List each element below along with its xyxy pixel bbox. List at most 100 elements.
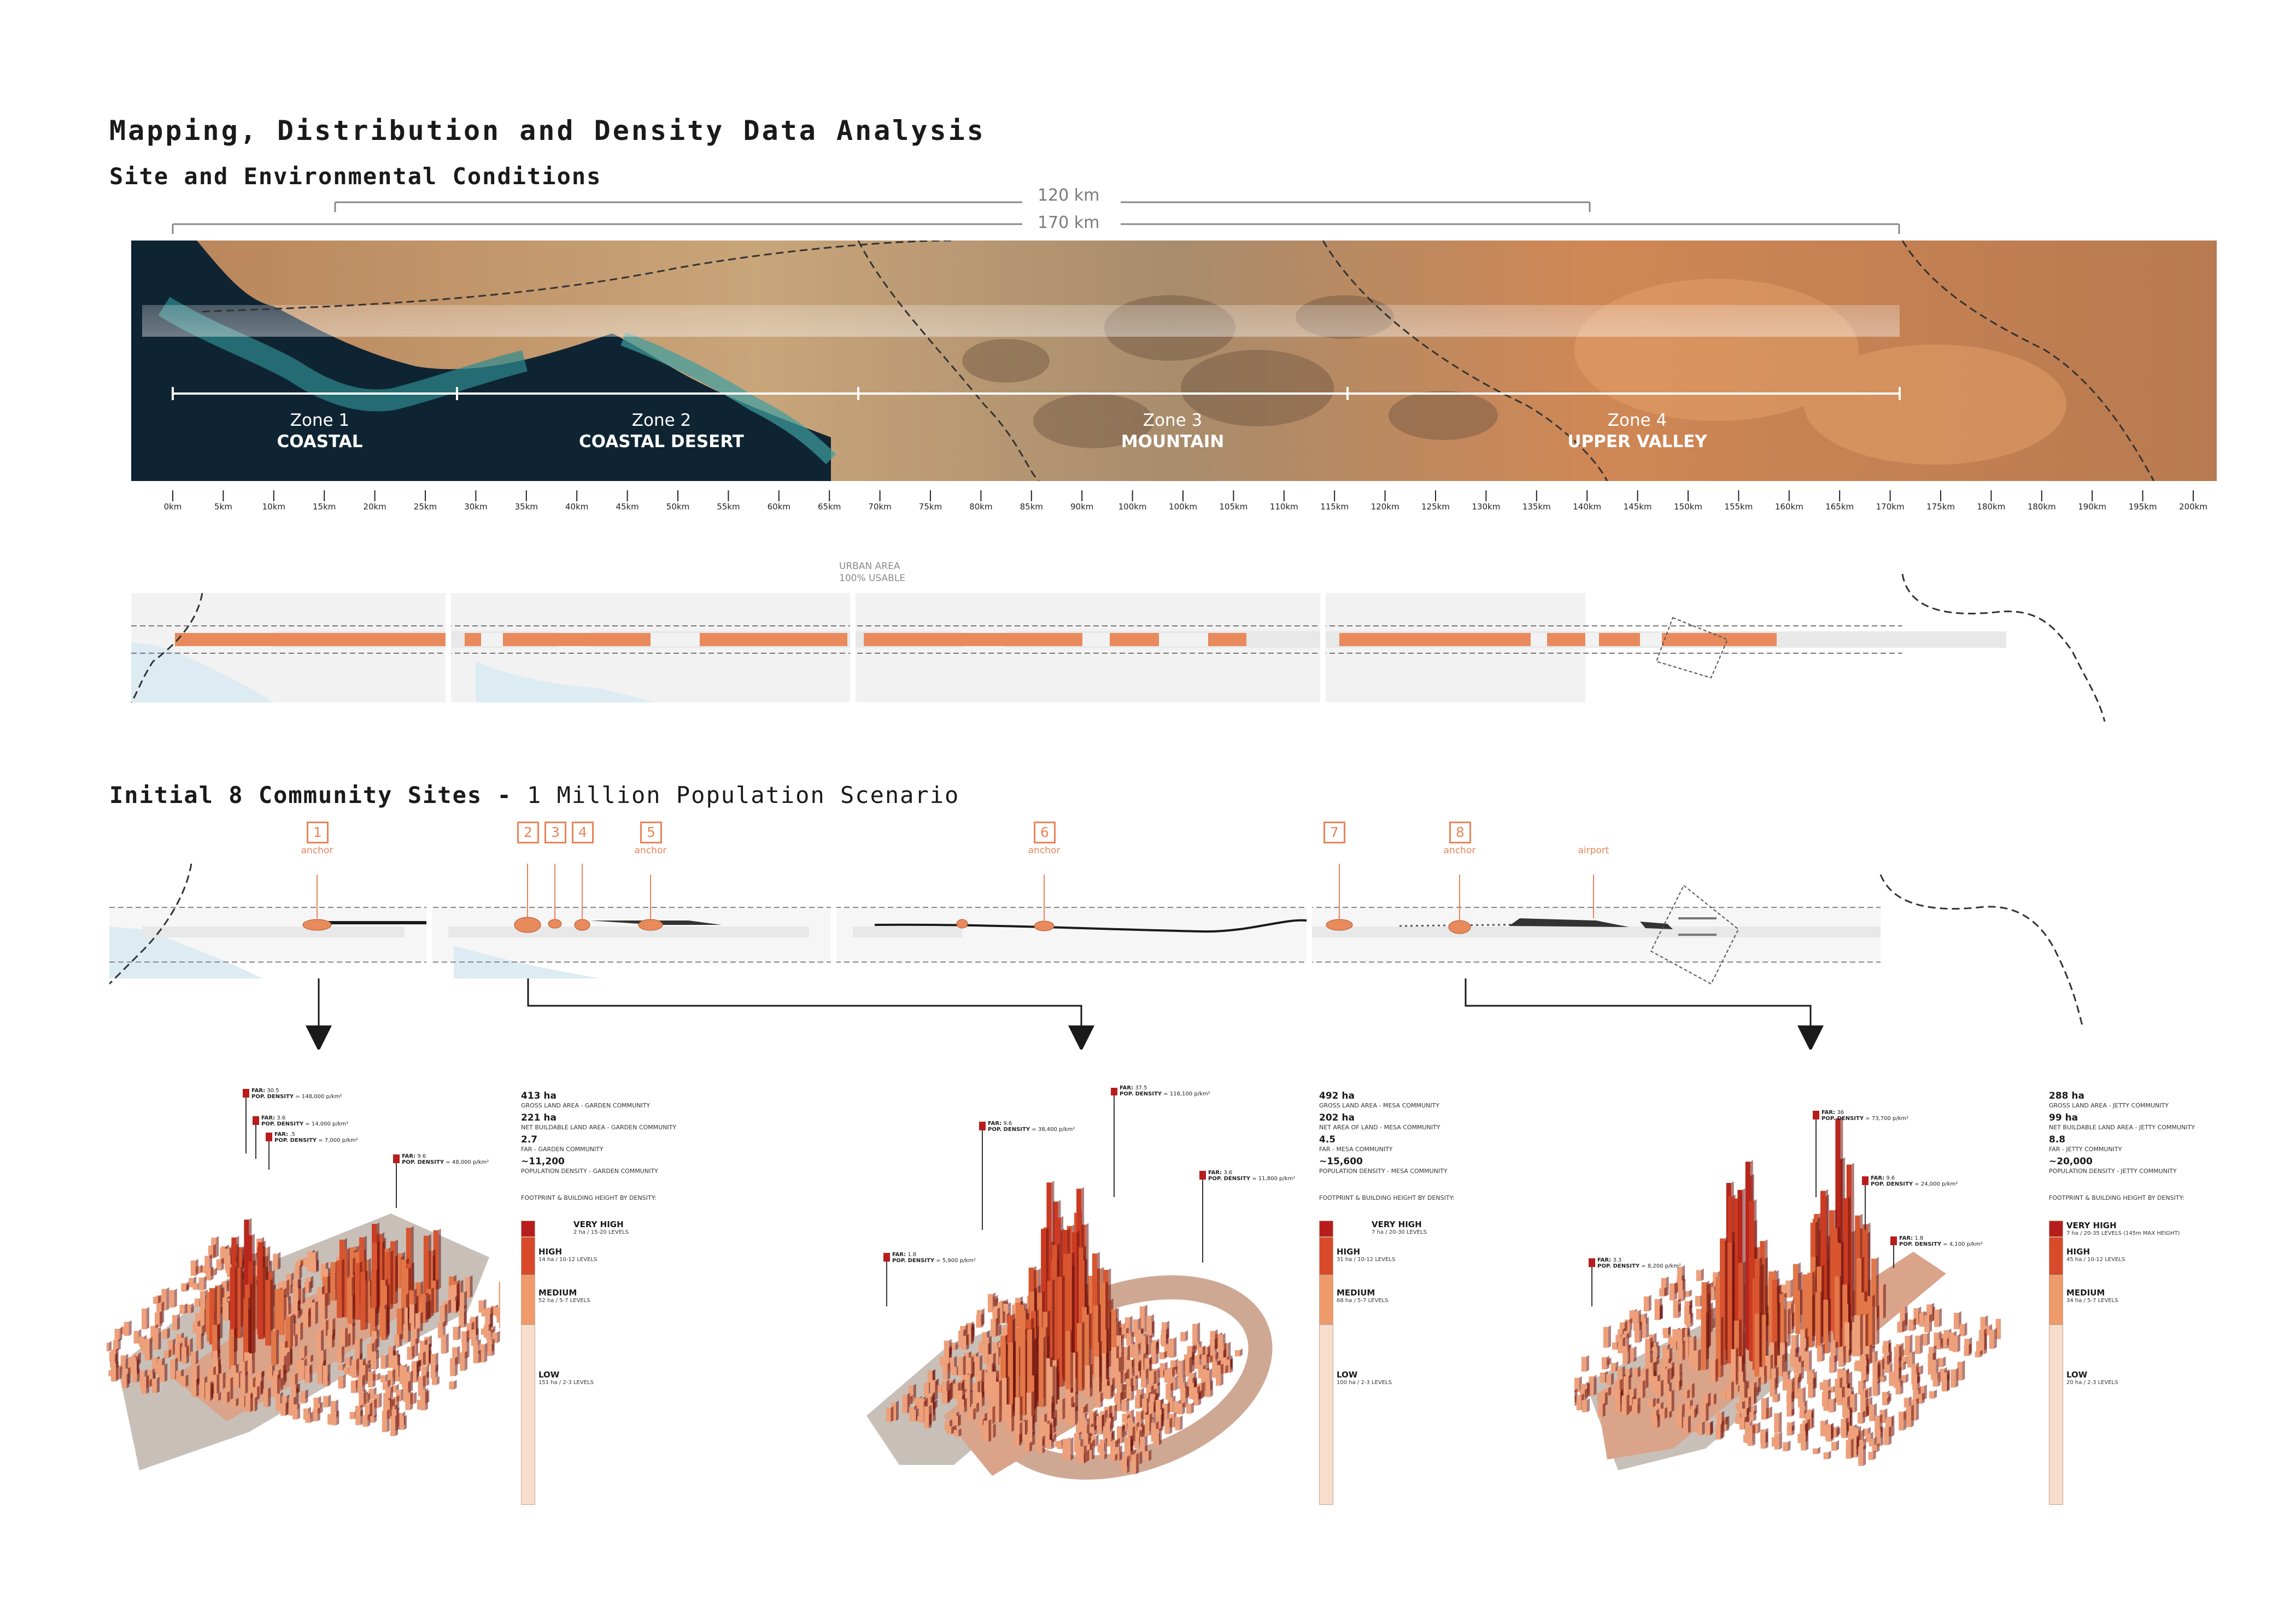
building-bar [1663,1328,1668,1339]
building-bar-side [1877,1380,1881,1396]
building-bar-side [177,1313,180,1330]
building-bar-side [1849,1321,1853,1356]
building-bar [1188,1373,1194,1382]
km-tick-label: 5km [214,502,232,512]
building-bar-side [370,1402,373,1421]
building-bar [1919,1386,1924,1400]
building-bar [1151,1422,1156,1442]
building-bar [1927,1308,1932,1322]
site-marker-1[interactable]: 1 [307,822,329,843]
building-bar [1913,1308,1919,1325]
building-bar-side [325,1292,328,1320]
building-bar [1907,1352,1912,1368]
site-marker-2[interactable]: 2 [517,822,539,843]
building-bar-side [1702,1421,1705,1435]
building-bar [1621,1396,1627,1416]
building-bar-side [1149,1449,1152,1461]
building-bar [1088,1275,1093,1350]
building-bar-side [236,1398,239,1407]
building-bar [1045,1426,1050,1444]
building-bar-side [1121,1334,1124,1373]
building-bar [276,1403,281,1411]
building-bar [1008,1343,1014,1417]
building-bar [201,1265,207,1273]
building-bar-side [1660,1304,1663,1320]
building-bar [1674,1374,1680,1387]
building-bar [1632,1368,1638,1377]
density-legend-swatch [1319,1237,1333,1275]
building-bar-side [1891,1415,1895,1437]
building-bar [1610,1363,1616,1372]
building-bar-side [1110,1384,1114,1399]
site-marker-8[interactable]: 8 [1449,822,1471,843]
building-bar-side [254,1396,257,1412]
building-bar-side [356,1358,359,1378]
building-bar-side [1198,1392,1202,1406]
building-bar [280,1403,286,1416]
building-bar [891,1402,896,1421]
building-bar [1643,1296,1649,1311]
density-legend-swatch [521,1237,535,1275]
building-bar [1134,1437,1139,1444]
stat-label: POPULATION DENSITY - MESA COMMUNITY [1319,1168,1448,1175]
building-bar [418,1376,423,1397]
building-bar [1772,1394,1778,1403]
building-bar [200,1291,205,1313]
building-bar-side [1849,1408,1853,1430]
building-bar [292,1300,298,1319]
building-bar-side [218,1392,221,1401]
stat-label: NET BUILDABLE LAND AREA - JETTY COMMUNIT… [2049,1124,2195,1131]
building-bar-side [1765,1428,1768,1449]
building-bar [271,1331,277,1365]
building-bar-side [343,1374,346,1389]
building-bar [267,1366,272,1380]
building-bar-side [374,1398,377,1418]
building-bar-side [1633,1346,1637,1362]
building-bar-side [1903,1361,1906,1370]
building-bar-side [963,1355,966,1376]
building-bar [1124,1420,1130,1426]
building-bar [1953,1312,1959,1329]
building-bar [1830,1342,1836,1363]
building-bar [1153,1429,1159,1445]
building-bar-side [309,1280,312,1293]
building-bar [420,1390,425,1411]
site-marker-7[interactable]: 7 [1323,822,1345,843]
site-marker-3[interactable]: 3 [544,822,566,843]
building-bar-side [1865,1313,1869,1355]
building-bar-side [1873,1437,1877,1447]
building-bar [169,1290,174,1308]
building-bar-side [1836,1440,1840,1451]
site-marker-4[interactable]: 4 [572,822,594,843]
building-bar [1633,1311,1638,1332]
building-bar [1768,1271,1774,1346]
building-bar [1684,1291,1689,1297]
density-level-name: HIGH [538,1246,563,1257]
building-bar-side [149,1378,153,1388]
building-bar-side [362,1374,365,1393]
building-bar [1600,1372,1605,1383]
building-bar [1645,1352,1650,1370]
building-bar [1164,1369,1169,1383]
building-bar-side [1657,1414,1660,1428]
density-level-desc: 2 ha / 15-20 LEVELS [573,1229,629,1235]
building-bar [1037,1437,1042,1453]
building-bar-side [1706,1311,1709,1370]
site-marker-6[interactable]: 6 [1034,822,1056,843]
building-bar [1889,1371,1894,1386]
building-bar [231,1399,236,1407]
building-bar [1065,1408,1070,1422]
building-bar-side [1754,1381,1757,1405]
building-bar [1212,1361,1217,1378]
building-bar [396,1257,401,1288]
building-bar [396,1308,402,1340]
building-bar [1612,1342,1617,1350]
building-bar [1660,1408,1665,1419]
building-bar [1924,1315,1930,1333]
site-marker-5[interactable]: 5 [640,822,662,843]
building-bar-side [126,1373,130,1388]
building-bar-side [195,1350,198,1365]
km-tick-label: 60km [767,502,790,512]
building-bar [306,1356,311,1363]
building-bar [1126,1379,1131,1393]
